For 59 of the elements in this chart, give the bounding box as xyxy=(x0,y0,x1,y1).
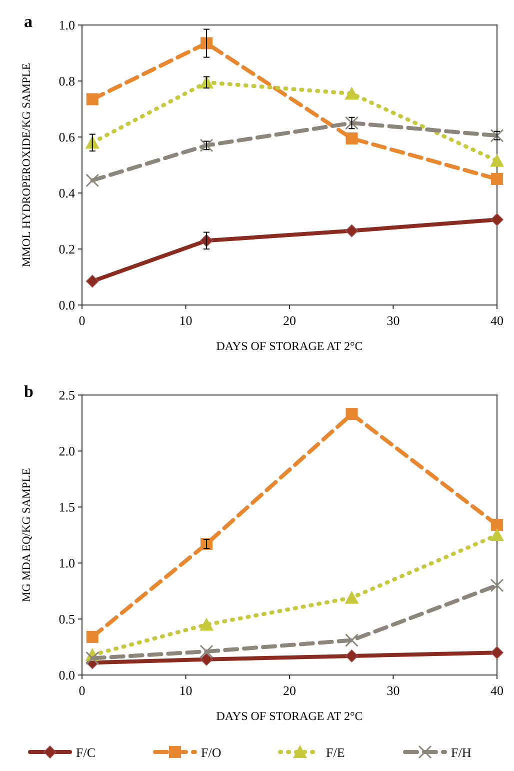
x-axis-title: DAYS OF STORAGE AT 2°C xyxy=(216,339,363,353)
legend-label: F/C xyxy=(76,745,96,760)
point xyxy=(344,590,359,604)
point xyxy=(86,274,99,288)
y-tick-label: 0.8 xyxy=(58,74,75,88)
y-tick-label: 1.0 xyxy=(58,18,75,32)
point xyxy=(490,128,504,142)
y-tick-label: 1.0 xyxy=(58,556,75,570)
x-axis-title: DAYS OF STORAGE AT 2°C xyxy=(216,709,363,723)
point xyxy=(346,408,358,420)
point xyxy=(490,528,504,541)
y-tick-label: 0.5 xyxy=(58,612,75,626)
point xyxy=(491,173,503,185)
point xyxy=(86,630,98,643)
x-tick-label: 20 xyxy=(283,683,296,698)
y-axis-title: MMOL HYDROPEROXIDE/KG SAMPLE xyxy=(21,62,33,268)
point xyxy=(86,174,100,188)
point xyxy=(86,651,100,665)
x-tick-label: 0 xyxy=(78,313,86,328)
point xyxy=(200,37,212,50)
y-tick-label: 0.4 xyxy=(58,186,76,200)
point xyxy=(200,138,214,152)
point xyxy=(200,652,213,666)
x-tick-label: 0 xyxy=(78,683,86,698)
x-tick-label: 30 xyxy=(386,313,400,328)
chart-title: a xyxy=(24,12,33,31)
legend-label: F/H xyxy=(451,745,472,760)
point xyxy=(346,132,358,144)
x-tick-label: 30 xyxy=(386,683,400,698)
point xyxy=(345,634,358,648)
point xyxy=(345,116,358,130)
y-tick-label: 1.5 xyxy=(58,500,75,514)
y-axis-title: MG MDA EQ/KG SAMPLE xyxy=(21,468,33,602)
x-tick-label: 40 xyxy=(490,313,504,328)
x-tick-label: 10 xyxy=(179,313,192,328)
point xyxy=(490,154,504,167)
point xyxy=(490,213,504,226)
point xyxy=(344,86,359,100)
legend-label: F/E xyxy=(326,745,345,760)
y-tick-label: 2.0 xyxy=(58,444,75,458)
x-tick-label: 40 xyxy=(490,683,504,698)
point xyxy=(200,538,212,550)
point xyxy=(490,646,504,659)
point xyxy=(490,578,504,592)
point xyxy=(200,644,214,658)
point xyxy=(200,618,214,631)
y-tick-label: 0.2 xyxy=(58,242,75,256)
y-tick-label: 0.0 xyxy=(58,668,75,682)
point xyxy=(491,518,503,531)
x-tick-label: 10 xyxy=(179,683,192,698)
point xyxy=(86,93,98,106)
point xyxy=(345,650,358,662)
x-tick-label: 20 xyxy=(283,313,296,328)
y-tick-label: 0.0 xyxy=(58,298,75,312)
chart-title: b xyxy=(24,382,34,401)
y-tick-label: 0.6 xyxy=(58,130,76,144)
legend-label: F/O xyxy=(201,745,222,760)
y-tick-label: 2.5 xyxy=(58,388,75,402)
point xyxy=(345,224,358,238)
